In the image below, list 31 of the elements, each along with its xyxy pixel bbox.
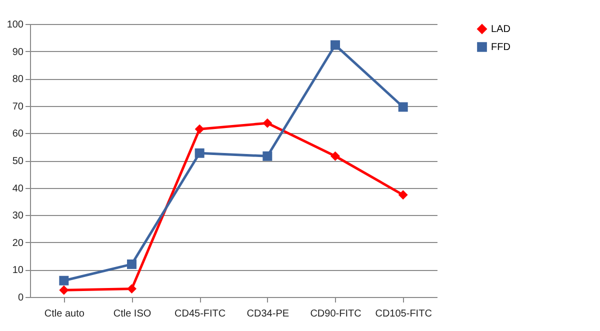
y-tick-label: 30 — [12, 210, 24, 222]
x-tick-label: CD45-FITC — [174, 308, 226, 320]
x-tick-label: Ctle ISO — [113, 308, 152, 320]
point — [262, 118, 272, 128]
x-tick-label: Ctle auto — [44, 308, 85, 320]
y-tick-label: 70 — [12, 101, 24, 112]
legend-label: FFD — [491, 42, 510, 53]
point — [194, 148, 204, 158]
point — [127, 284, 136, 294]
y-tick-label: 90 — [12, 46, 24, 58]
y-tick-label: 100 — [6, 20, 24, 30]
y-tick-label: 20 — [12, 238, 24, 249]
point — [262, 151, 272, 161]
x-tick-label: CD105-FITC — [375, 308, 432, 320]
point — [194, 124, 204, 134]
legend-label: LAD — [491, 24, 510, 35]
point — [59, 285, 69, 295]
point — [330, 151, 340, 161]
y-tick-label: 50 — [12, 156, 24, 167]
point — [127, 259, 136, 269]
point — [330, 40, 340, 50]
point — [398, 102, 408, 112]
point — [398, 190, 408, 200]
y-tick-label: 80 — [12, 74, 24, 86]
x-tick-label: CD90-FITC — [310, 308, 362, 320]
y-tick-label: 60 — [12, 128, 24, 140]
y-tick-label: 0 — [18, 292, 24, 304]
y-tick-label: 10 — [12, 265, 24, 276]
x-tick-label: CD34-PE — [246, 308, 290, 320]
y-tick-label: 40 — [12, 183, 24, 194]
point — [59, 276, 69, 286]
